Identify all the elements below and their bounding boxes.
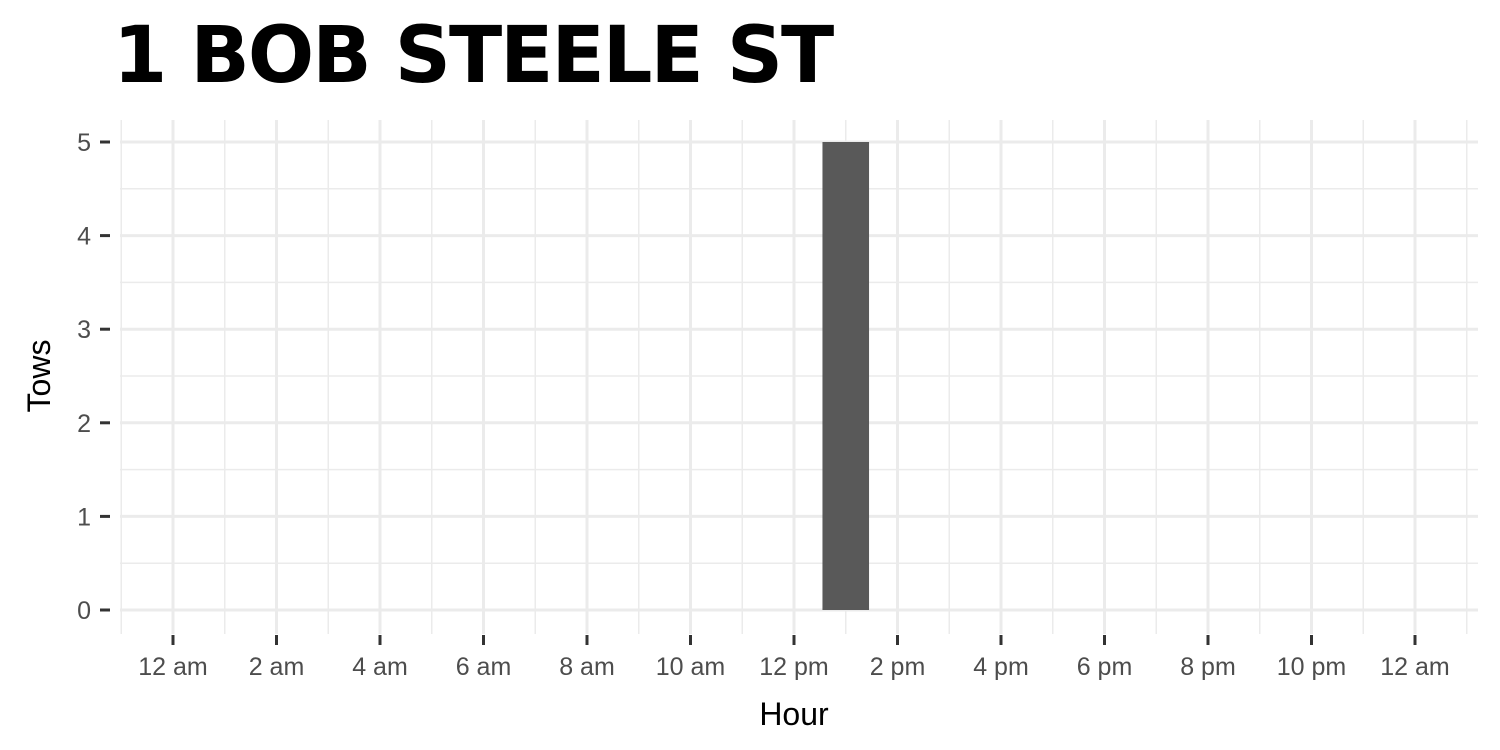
chart-title: 1 BOB STEELE ST: [113, 11, 834, 101]
x-tick-label: 2 pm: [870, 653, 926, 681]
y-axis: 0 1 2 3 4 5: [77, 129, 110, 625]
x-tick-label: 6 am: [456, 653, 512, 681]
y-tick-label: 2: [77, 410, 91, 438]
x-tick-label: 4 pm: [973, 653, 1029, 681]
y-tick-label: 5: [77, 129, 91, 157]
grid-major: [120, 120, 1478, 634]
grid-minor: [120, 120, 1478, 634]
x-tick-label: 12 am: [138, 653, 207, 681]
bar: [822, 142, 870, 610]
x-tick-label: 6 pm: [1077, 653, 1133, 681]
y-tick-label: 0: [77, 597, 91, 625]
x-tick-label: 2 am: [249, 653, 305, 681]
y-tick-label: 4: [77, 223, 91, 251]
x-tick-label: 4 am: [352, 653, 408, 681]
x-tick-label: 8 am: [559, 653, 615, 681]
bars: [822, 142, 870, 610]
x-tick-label: 10 pm: [1277, 653, 1346, 681]
y-tick-label: 1: [77, 503, 91, 531]
x-tick-label: 8 pm: [1180, 653, 1236, 681]
x-tick-label: 12 am: [1380, 653, 1449, 681]
x-axis: 12 am 2 am 4 am 6 am 8 am 10 am 12 pm 2 pm 4 pm 6…: [138, 635, 1450, 681]
x-axis-title: Hour: [759, 696, 829, 732]
x-tick-label: 12 pm: [759, 653, 828, 681]
y-axis-title: Tows: [21, 340, 57, 413]
y-tick-label: 3: [77, 316, 91, 344]
x-tick-label: 10 am: [656, 653, 725, 681]
